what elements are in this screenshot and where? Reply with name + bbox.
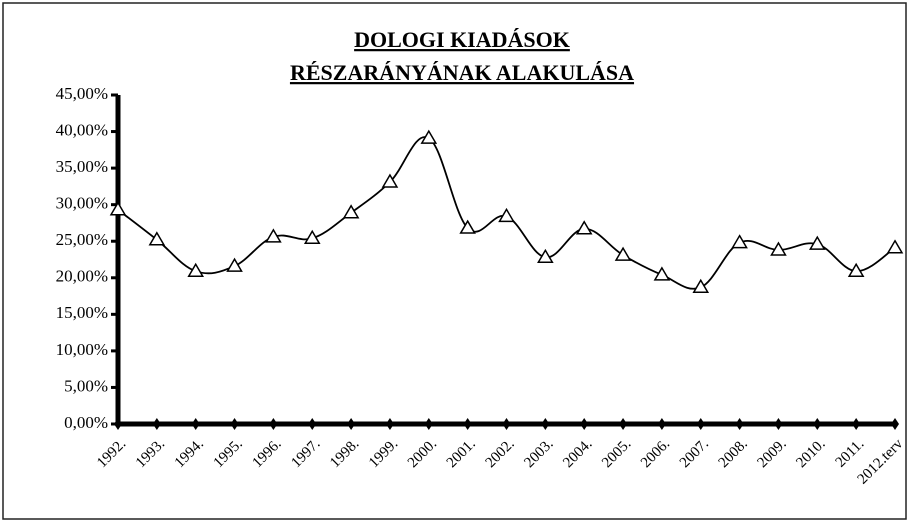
y-tick-label: 40,00% [56,120,108,139]
marker [537,248,554,264]
x-tick-label: 1992. [94,436,129,471]
x-tick-label: 1998. [327,436,362,471]
x-tick [114,418,122,430]
marker [575,220,593,235]
marker [459,219,476,234]
x-tick [385,418,394,430]
x-tick-label: 2003. [521,436,556,471]
x-tick-label: 2010. [793,436,828,471]
x-tick [347,418,356,430]
y-tick-label: 20,00% [56,267,108,286]
marker [303,229,321,245]
x-tick [774,418,783,430]
x-tick [580,418,589,430]
x-tick [657,418,666,430]
x-tick [230,418,239,430]
marker [770,241,787,256]
x-tick-label: 1995. [211,436,246,471]
x-tick-label: 2004. [560,436,595,471]
x-tick-label: 1996. [249,436,284,471]
marker [614,246,632,261]
x-tick [424,418,433,430]
marker [381,173,399,188]
x-tick [152,418,161,430]
x-tick-label: 1999. [366,436,401,471]
marker [653,266,671,281]
x-tick-label: 2006. [638,436,673,471]
marker [808,235,826,250]
x-tick [502,418,511,430]
y-tick-label: 25,00% [56,230,108,249]
marker [226,257,243,272]
marker [731,234,748,249]
x-tick [463,418,472,430]
x-tick [308,418,317,430]
marker [498,207,515,223]
x-tick-label: 2005. [599,436,634,471]
x-tick [619,418,628,430]
x-tick [813,418,822,430]
y-tick-label: 15,00% [56,303,108,322]
y-tick-label: 45,00% [56,84,108,103]
x-tick-label: 2001. [444,436,479,471]
x-tick [541,418,550,430]
y-tick-label: 35,00% [56,157,108,176]
marker [886,239,904,254]
x-tick [735,418,744,430]
chart-title: DOLOGI KIADÁSOK [354,27,570,52]
x-tick-label: 2009. [755,436,790,471]
x-tick-label: 2002. [483,436,518,471]
x-tick-label: 1993. [133,436,168,471]
y-tick-label: 0,00% [64,413,108,432]
y-tick-label: 10,00% [56,340,108,359]
marker [187,262,205,277]
x-tick-label: 1994. [172,436,207,471]
x-tick [852,418,861,430]
marker [265,228,282,243]
x-tick-label: 2011. [833,436,868,471]
marker [420,129,438,144]
chart-title: RÉSZARÁNYÁNAK ALAKULÁSA [290,60,634,85]
x-tick [191,418,200,430]
marker [148,231,166,246]
x-tick [269,418,278,430]
marker [109,201,127,216]
x-tick-label: 2007. [677,436,712,471]
marker [692,278,710,294]
x-tick-label: 1997. [288,436,323,471]
x-tick [696,418,705,430]
x-tick-label: 2000. [405,436,440,471]
y-tick-label: 5,00% [64,376,108,395]
x-tick [891,418,899,430]
marker [847,262,865,277]
y-tick-label: 30,00% [56,194,108,213]
x-tick-label: 2008. [716,436,751,471]
marker [342,204,360,219]
